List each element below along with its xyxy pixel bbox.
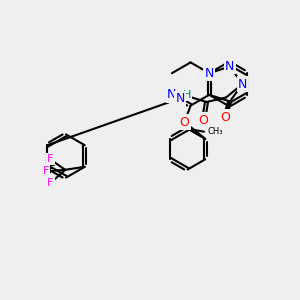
Text: CF: CF bbox=[42, 165, 56, 175]
Text: N: N bbox=[225, 60, 235, 73]
Text: H: H bbox=[183, 89, 191, 100]
Text: N: N bbox=[205, 67, 214, 80]
Text: F: F bbox=[47, 178, 53, 188]
Text: N: N bbox=[167, 88, 177, 101]
Text: O: O bbox=[199, 113, 208, 127]
Text: CH₃: CH₃ bbox=[207, 127, 223, 136]
Text: F: F bbox=[43, 166, 49, 176]
Text: F: F bbox=[47, 154, 53, 164]
Text: CF: CF bbox=[42, 165, 56, 175]
Text: N: N bbox=[238, 77, 247, 91]
Text: O: O bbox=[220, 111, 230, 124]
Text: O: O bbox=[180, 116, 190, 129]
Text: N: N bbox=[176, 92, 185, 105]
